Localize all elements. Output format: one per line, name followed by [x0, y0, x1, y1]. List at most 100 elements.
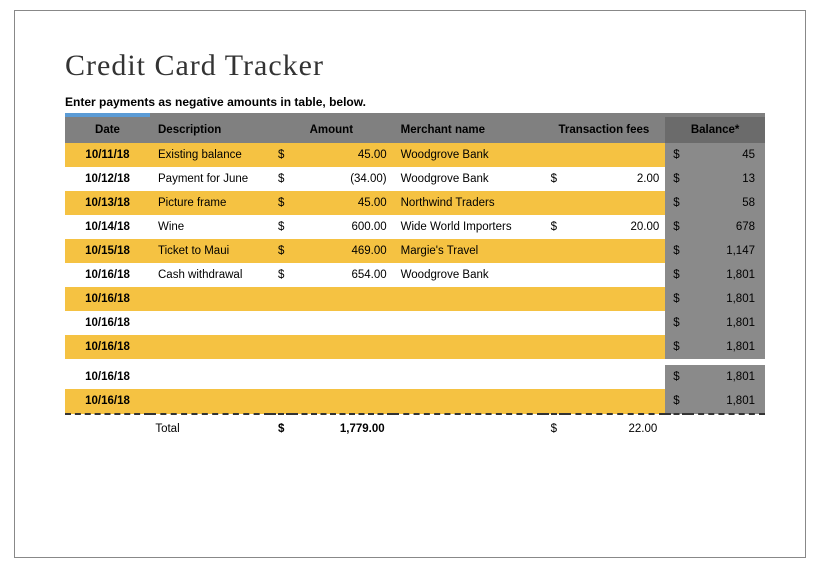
cell-merchant[interactable]: Margie's Travel [393, 239, 543, 263]
cell-merchant[interactable]: Woodgrove Bank [393, 167, 543, 191]
cell-balance-symbol: $ [665, 143, 687, 167]
cell-balance-symbol: $ [665, 287, 687, 311]
page-title: Credit Card Tracker [65, 49, 765, 83]
cell-balance-symbol: $ [665, 365, 687, 389]
cell-merchant[interactable]: Wide World Importers [393, 215, 543, 239]
cell-merchant[interactable] [393, 287, 543, 311]
cell-date[interactable]: 10/12/18 [65, 167, 150, 191]
cell-balance-symbol: $ [665, 389, 687, 414]
cell-merchant[interactable]: Woodgrove Bank [393, 143, 543, 167]
cell-date[interactable]: 10/16/18 [65, 335, 150, 359]
cell-description[interactable] [150, 335, 270, 359]
cell-fees[interactable] [565, 311, 665, 335]
cell-amount[interactable] [292, 365, 392, 389]
cell-merchant[interactable]: Northwind Traders [393, 191, 543, 215]
cell-description[interactable]: Cash withdrawal [150, 263, 270, 287]
cell-fees-symbol [543, 239, 565, 263]
cell-description[interactable]: Payment for June [150, 167, 270, 191]
cell-balance: 45 [688, 143, 765, 167]
cell-balance: 1,801 [688, 389, 765, 414]
cell-fees[interactable] [565, 239, 665, 263]
cell-date[interactable]: 10/16/18 [65, 365, 150, 389]
col-header-merchant: Merchant name [393, 115, 543, 143]
cell-amount[interactable]: 45.00 [292, 143, 392, 167]
cell-date[interactable]: 10/11/18 [65, 143, 150, 167]
cell-merchant[interactable] [393, 311, 543, 335]
footer-fees-symbol: $ [543, 414, 565, 443]
table-row: 10/12/18Payment for June$(34.00)Woodgrov… [65, 167, 765, 191]
cell-fees[interactable]: 20.00 [565, 215, 665, 239]
cell-merchant[interactable]: Woodgrove Bank [393, 263, 543, 287]
cell-description[interactable]: Wine [150, 215, 270, 239]
cell-amount-symbol: $ [270, 167, 292, 191]
cell-balance-symbol: $ [665, 311, 687, 335]
table-row: 10/15/18Ticket to Maui$469.00Margie's Tr… [65, 239, 765, 263]
cell-fees[interactable] [565, 287, 665, 311]
cell-amount[interactable]: 600.00 [292, 215, 392, 239]
cell-description[interactable]: Existing balance [150, 143, 270, 167]
cell-date[interactable]: 10/16/18 [65, 311, 150, 335]
cell-merchant[interactable] [393, 365, 543, 389]
cell-balance: 13 [688, 167, 765, 191]
cell-merchant[interactable] [393, 335, 543, 359]
cell-amount-symbol [270, 311, 292, 335]
cell-fees-symbol [543, 335, 565, 359]
cell-balance-symbol: $ [665, 239, 687, 263]
content-area: Credit Card Tracker Enter payments as ne… [15, 11, 805, 463]
cell-fees-symbol [543, 191, 565, 215]
cell-date[interactable]: 10/16/18 [65, 263, 150, 287]
cell-amount-symbol [270, 335, 292, 359]
cell-fees-symbol [543, 365, 565, 389]
cell-amount[interactable]: 654.00 [292, 263, 392, 287]
cell-date[interactable]: 10/15/18 [65, 239, 150, 263]
cell-fees-symbol [543, 311, 565, 335]
cell-date[interactable]: 10/13/18 [65, 191, 150, 215]
cell-description[interactable] [150, 287, 270, 311]
cell-amount-symbol: $ [270, 143, 292, 167]
cell-amount[interactable] [292, 335, 392, 359]
cell-amount-symbol: $ [270, 239, 292, 263]
cell-amount-symbol: $ [270, 263, 292, 287]
cell-fees[interactable] [565, 263, 665, 287]
cell-amount-symbol: $ [270, 215, 292, 239]
cell-fees-symbol: $ [543, 215, 565, 239]
cell-description[interactable] [150, 389, 270, 414]
cell-fees[interactable] [565, 335, 665, 359]
table-row: 10/11/18Existing balance$45.00Woodgrove … [65, 143, 765, 167]
cell-balance-symbol: $ [665, 215, 687, 239]
col-header-fees: Transaction fees [543, 115, 666, 143]
cell-balance-symbol: $ [665, 167, 687, 191]
cell-fees-symbol [543, 143, 565, 167]
cell-fees[interactable]: 2.00 [565, 167, 665, 191]
cell-amount[interactable]: 469.00 [292, 239, 392, 263]
cell-amount[interactable] [292, 311, 392, 335]
cell-date[interactable]: 10/16/18 [65, 389, 150, 414]
table-row: 10/16/18Cash withdrawal$654.00Woodgrove … [65, 263, 765, 287]
cell-amount[interactable]: 45.00 [292, 191, 392, 215]
cell-description[interactable]: Picture frame [150, 191, 270, 215]
cell-fees-symbol [543, 263, 565, 287]
cell-description[interactable] [150, 311, 270, 335]
table-row: 10/16/18 $1,801 [65, 389, 765, 414]
cell-fees[interactable] [565, 143, 665, 167]
cell-fees[interactable] [565, 389, 665, 414]
cell-description[interactable] [150, 365, 270, 389]
col-header-amount: Amount [270, 115, 393, 143]
cell-fees[interactable] [565, 365, 665, 389]
cell-amount[interactable] [292, 389, 392, 414]
cell-description[interactable]: Ticket to Maui [150, 239, 270, 263]
cell-balance: 58 [688, 191, 765, 215]
footer-amount: 1,779.00 [292, 414, 392, 443]
footer-total-label: Total [65, 414, 270, 443]
cell-date[interactable]: 10/16/18 [65, 287, 150, 311]
cell-amount-symbol: $ [270, 191, 292, 215]
cell-amount-symbol [270, 365, 292, 389]
cell-balance: 1,801 [688, 263, 765, 287]
cell-fees[interactable] [565, 191, 665, 215]
cell-merchant[interactable] [393, 389, 543, 414]
cell-amount[interactable] [292, 287, 392, 311]
table-row: 10/16/18$1,801 [65, 311, 765, 335]
cell-amount[interactable]: (34.00) [292, 167, 392, 191]
cell-date[interactable]: 10/14/18 [65, 215, 150, 239]
table-body: 10/11/18Existing balance$45.00Woodgrove … [65, 143, 765, 414]
